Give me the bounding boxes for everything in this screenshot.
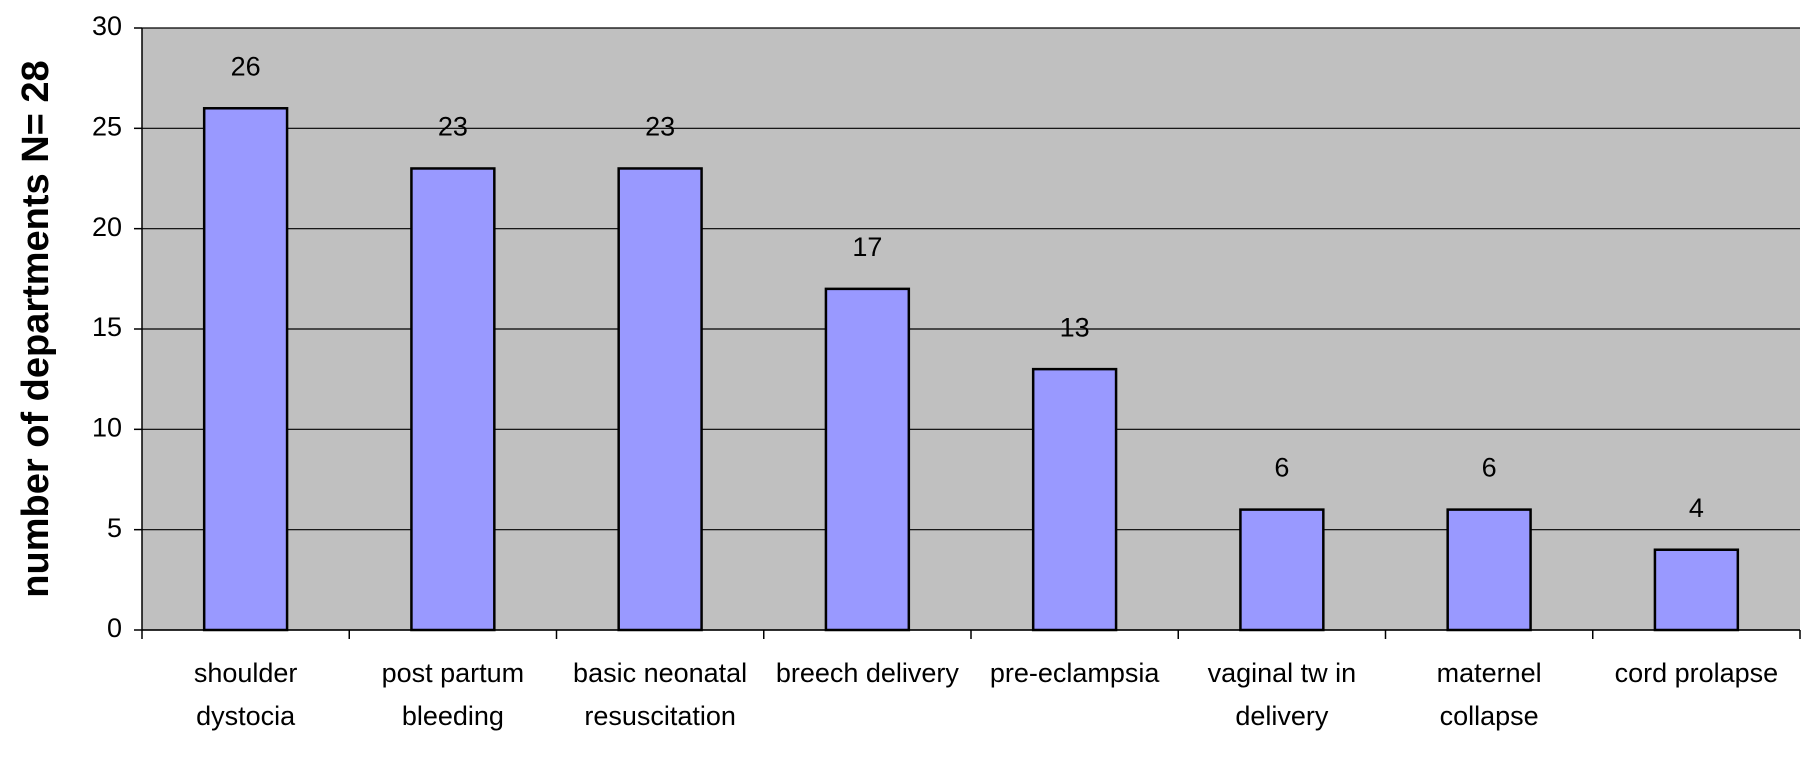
- x-tick-label: vaginal tw in delivery: [1207, 658, 1357, 731]
- x-tick-label: basic neonatal resuscitation: [573, 658, 748, 731]
- bar: [202, 107, 289, 632]
- x-tick-label: maternel collapse: [1436, 658, 1542, 731]
- bar: [1031, 367, 1118, 632]
- y-axis-label: number of departments N= 28: [15, 60, 57, 597]
- data-label: 26: [231, 51, 261, 81]
- y-tick-label: 30: [92, 11, 122, 41]
- data-label: 6: [1274, 453, 1289, 483]
- x-tick-label: shoulder dystocia: [193, 658, 298, 731]
- x-tick-label: post partum bleeding: [381, 658, 525, 731]
- x-tick-label-box: cord prolapse: [1614, 658, 1779, 688]
- x-tick-label: breech delivery: [775, 658, 959, 688]
- data-label: 13: [1060, 312, 1090, 342]
- bar: [1653, 548, 1740, 632]
- x-tick-label-box: vaginal tw in delivery: [1207, 658, 1357, 731]
- x-tick-label-box: shoulder dystocia: [193, 658, 298, 731]
- x-tick-label-box: basic neonatal resuscitation: [573, 658, 748, 731]
- x-tick-label-box: breech delivery: [775, 658, 959, 688]
- x-tick-label: pre-eclampsia: [989, 658, 1160, 688]
- x-tick-label-box: pre-eclampsia: [989, 658, 1160, 688]
- bar: [824, 287, 911, 632]
- y-tick-label: 25: [92, 111, 122, 141]
- data-label: 23: [645, 112, 675, 142]
- y-tick-label: 20: [92, 212, 122, 242]
- data-label: 17: [852, 232, 882, 262]
- data-label: 4: [1689, 493, 1704, 523]
- x-tick-label-box: maternel collapse: [1436, 658, 1542, 731]
- y-tick-label: 10: [92, 412, 122, 442]
- bar: [1446, 508, 1532, 632]
- x-tick-label-box: post partum bleeding: [381, 658, 525, 731]
- y-tick-label: 0: [107, 613, 122, 643]
- x-tick-label: cord prolapse: [1614, 658, 1779, 688]
- data-label: 6: [1482, 453, 1497, 483]
- y-tick-label: 5: [107, 513, 122, 543]
- bar: [410, 167, 496, 632]
- data-label: 23: [438, 112, 468, 142]
- y-tick-label: 15: [92, 312, 122, 342]
- bar: [1239, 508, 1325, 632]
- bar: [617, 167, 703, 632]
